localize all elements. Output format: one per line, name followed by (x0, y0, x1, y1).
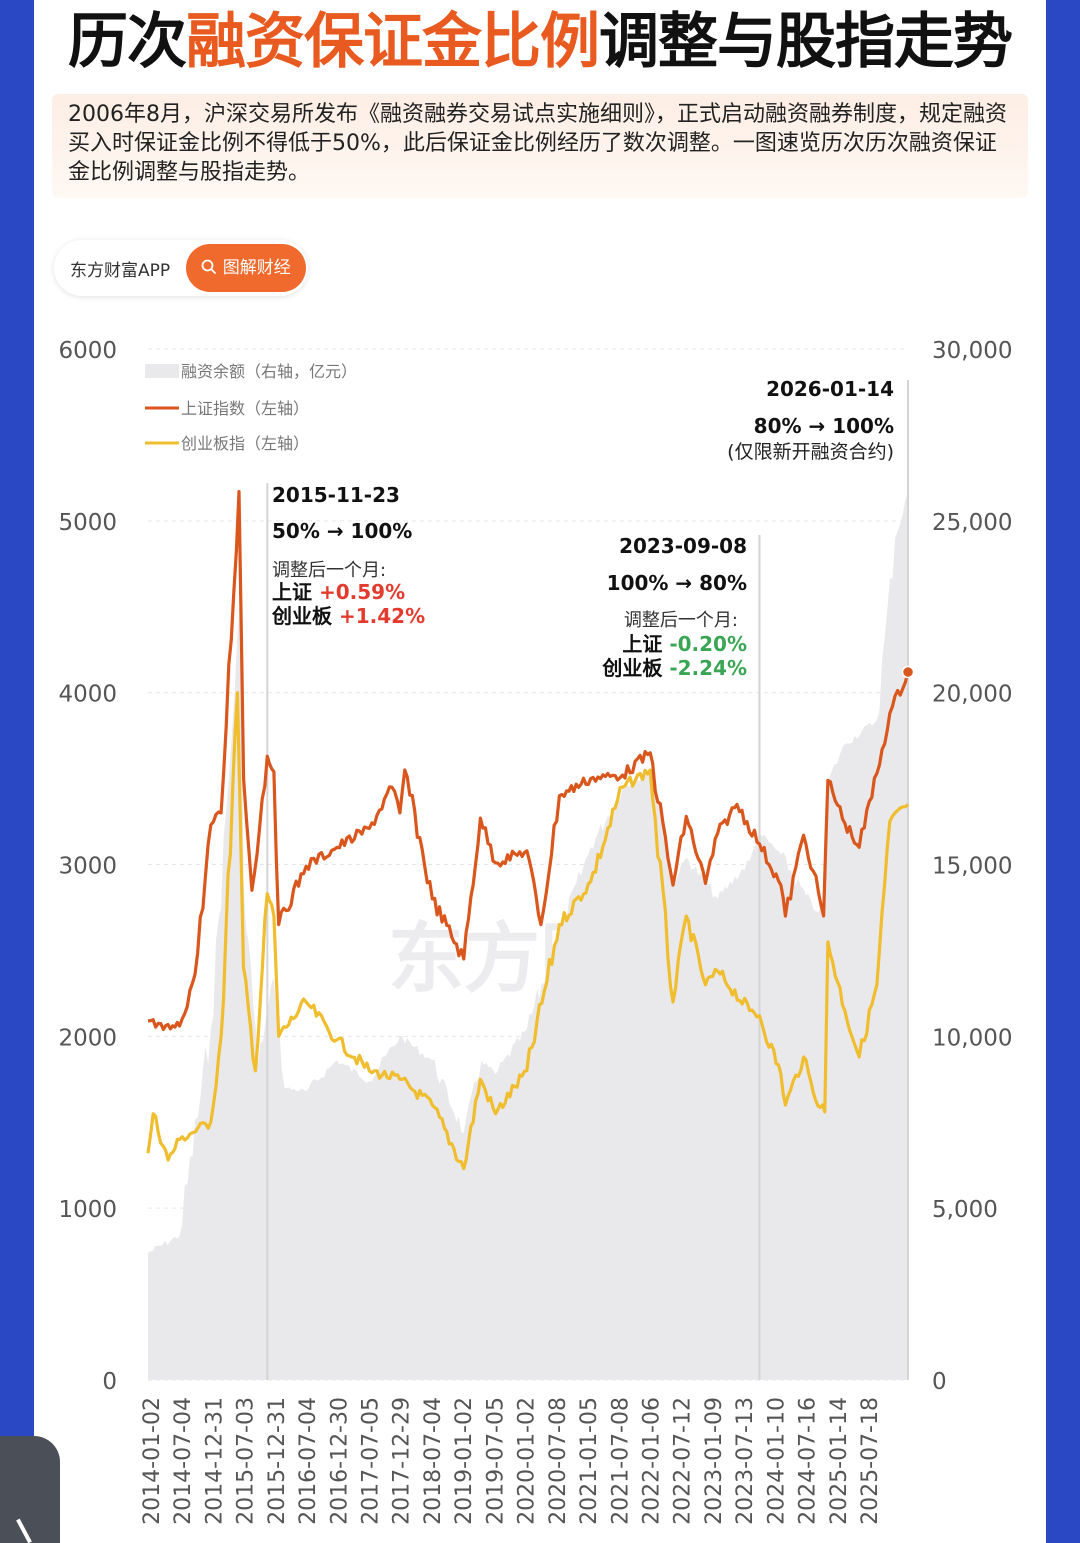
title-part-2: 调整与股指走势 (599, 7, 1013, 77)
x-tick-label: 2023-07-13 (733, 1397, 758, 1525)
right-tick-label: 15,000 (932, 854, 1012, 880)
x-tick-label: 2024-01-10 (764, 1397, 789, 1525)
right-tick-label: 30,000 (932, 338, 1012, 364)
left-tick-label: 1000 (58, 1197, 117, 1223)
left-tick-label: 3000 (58, 854, 117, 880)
left-tick-label: 4000 (58, 682, 117, 708)
title-part-1: 历次 (68, 7, 187, 77)
right-axis-ticks: 0 5,000 10,000 15,000 20,000 25,000 30,000 (932, 338, 1012, 1395)
annotation-cyb-change: 创业板 -2.24% (601, 656, 747, 680)
annotation-date: 2015-11-23 (272, 483, 400, 507)
right-tick-label: 5,000 (932, 1197, 998, 1223)
x-axis-ticks: 2014-01-02 2014-07-04 2014-12-31 2015-07-03… (140, 1397, 883, 1525)
legend-swatch-area (145, 364, 179, 378)
left-tick-label: 5000 (58, 510, 117, 536)
x-tick-label: 2022-07-12 (671, 1397, 696, 1525)
x-tick-label: 2015-07-03 (234, 1397, 259, 1525)
x-tick-label: 2019-01-02 (452, 1397, 477, 1525)
legend-label: 创业板指（左轴） (181, 434, 309, 453)
x-tick-label: 2020-07-08 (546, 1397, 571, 1525)
x-tick-label: 2022-01-06 (639, 1397, 664, 1525)
search-pill-label: 图解财经 (222, 258, 291, 278)
brand-app-name: 东方财富APP (70, 261, 171, 281)
chinext-index-line (146, 691, 910, 1171)
margin-balance-area-group (148, 493, 908, 1380)
x-tick-label: 2025-01-14 (827, 1397, 852, 1525)
x-tick-label: 2016-12-30 (327, 1397, 352, 1525)
left-axis-ticks: 0 1000 2000 3000 4000 5000 6000 (58, 338, 117, 1395)
annotation-after-label: 调整后一个月: (272, 560, 386, 581)
search-icon (201, 258, 222, 278)
right-tick-label: 0 (932, 1369, 947, 1395)
x-tick-label: 2017-07-05 (359, 1397, 384, 1525)
annotation-ratio: 50% → 100% (272, 519, 412, 543)
annotation-ratio: 80% → 100% (754, 414, 894, 438)
left-tick-label: 0 (102, 1369, 117, 1395)
title-highlight: 融资保证金比例 (186, 7, 600, 77)
left-tick-label: 2000 (58, 1025, 117, 1051)
x-tick-label: 2018-07-04 (421, 1397, 446, 1525)
intro-text: 2006年8月，沪深交易所发布《融资融券交易试点实施细则》，正式启动融资融券制度… (68, 102, 1007, 185)
right-tick-label: 20,000 (932, 682, 1012, 708)
cursor-mark (16, 1518, 32, 1543)
corner-overlay (0, 1436, 60, 1543)
annotation-cyb-change: 创业板 +1.42% (271, 604, 425, 628)
x-tick-label: 2021-01-05 (577, 1397, 602, 1525)
annotation-sse-change: 上证 +0.59% (272, 580, 405, 604)
right-tick-label: 10,000 (932, 1025, 1012, 1051)
annotation-after-label: 调整后一个月: (624, 610, 738, 631)
x-tick-label: 2015-12-31 (265, 1397, 290, 1525)
x-tick-label: 2025-07-18 (858, 1397, 883, 1525)
right-tick-label: 25,000 (932, 510, 1012, 536)
sse-end-marker (901, 665, 915, 679)
x-tick-label: 2016-07-04 (296, 1397, 321, 1525)
page-title: 历次融资保证金比例调整与股指走势 (34, 0, 1046, 92)
x-tick-label: 2014-07-04 (171, 1397, 196, 1525)
x-tick-label: 2019-07-05 (483, 1397, 508, 1525)
left-tick-label: 6000 (58, 338, 117, 364)
x-tick-label: 2024-07-16 (796, 1397, 821, 1525)
annotation-lines (266, 380, 909, 1380)
search-pill-button[interactable]: 图解财经 (186, 244, 306, 292)
x-tick-label: 2020-01-02 (515, 1397, 540, 1525)
legend-label: 上证指数（左轴） (181, 399, 309, 418)
annotation-date: 2026-01-14 (766, 377, 894, 401)
x-tick-label: 2014-12-31 (202, 1397, 227, 1525)
x-tick-label: 2014-01-02 (140, 1397, 165, 1525)
index-lines-group (146, 490, 915, 1171)
sse-index-line (147, 490, 910, 1032)
annotation-date: 2023-09-08 (619, 534, 747, 558)
annotation-ratio: 100% → 80% (607, 571, 747, 595)
chart-legend: 融资余额（右轴，亿元） 上证指数（左轴） 创业板指（左轴） (145, 362, 357, 453)
annotation-note: (仅限新开融资合约) (727, 441, 894, 463)
margin-balance-area (148, 493, 908, 1380)
intro-box: 2006年8月，沪深交易所发布《融资融券交易试点实施细则》，正式启动融资融券制度… (52, 94, 1028, 198)
x-tick-label: 2017-12-29 (390, 1397, 415, 1525)
x-tick-label: 2021-07-08 (608, 1397, 633, 1525)
x-tick-label: 2023-01-09 (702, 1397, 727, 1525)
brand-badge[interactable]: 东方财富APP 图解财经 (54, 240, 308, 296)
legend-label: 融资余额（右轴，亿元） (181, 362, 357, 381)
annotation-sse-change: 上证 -0.20% (622, 632, 747, 656)
